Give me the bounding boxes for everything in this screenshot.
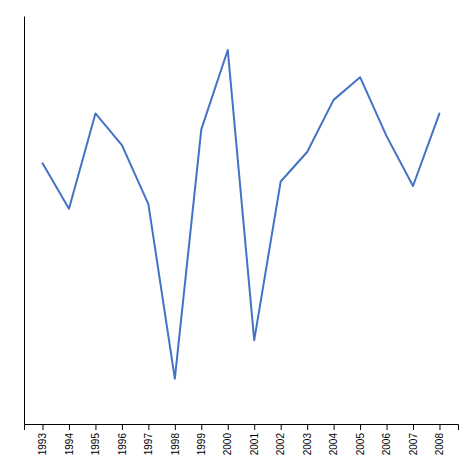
x-tick-mark xyxy=(254,424,255,430)
x-axis: 1993 1994 1995 1996 1997 1998 1999 2000 2001 2002… xyxy=(25,424,459,455)
x-tick-mark xyxy=(334,424,335,430)
x-tick: 2006 xyxy=(381,424,392,455)
x-tick: 1994 xyxy=(64,424,75,455)
x-tick-label: 1998 xyxy=(170,433,181,456)
x-tick: 2005 xyxy=(355,424,366,455)
x-tick-mark xyxy=(175,424,176,430)
marks xyxy=(43,50,440,379)
x-tick-mark xyxy=(439,424,440,430)
x-tick-mark xyxy=(307,424,308,430)
x-tick: 2000 xyxy=(222,424,233,455)
x-tick: 1996 xyxy=(117,424,128,455)
x-tick: 2004 xyxy=(328,424,339,455)
x-tick-label: 2008 xyxy=(434,433,445,456)
x-tick: 2008 xyxy=(434,424,445,455)
x-tick: 1995 xyxy=(90,424,101,455)
x-tick-mark xyxy=(360,424,361,430)
x-tick-mark xyxy=(228,424,229,430)
x-tick-mark xyxy=(387,424,388,430)
x-tick-label: 1995 xyxy=(90,433,101,456)
x-tick-label: 2001 xyxy=(249,433,260,456)
x-tick-mark xyxy=(148,424,149,430)
x-tick-label: 2004 xyxy=(328,433,339,456)
x-tick: 1993 xyxy=(37,424,48,455)
x-tick-label: 2002 xyxy=(275,433,286,456)
y-axis-line xyxy=(24,17,25,425)
x-tick-label: 1997 xyxy=(143,433,154,456)
x-tick-mark xyxy=(122,424,123,430)
x-tick: 2007 xyxy=(408,424,419,455)
x-tick: 1999 xyxy=(196,424,207,455)
x-tick-mark xyxy=(43,424,44,430)
x-tick-label: 2006 xyxy=(381,433,392,456)
x-tick-mark xyxy=(95,424,96,430)
x-tick-mark xyxy=(201,424,202,430)
x-tick: 2003 xyxy=(302,424,313,455)
x-tick-mark xyxy=(281,424,282,430)
x-tick-label: 1993 xyxy=(37,433,48,456)
x-tick-label: 1996 xyxy=(117,433,128,456)
x-tick-label: 2000 xyxy=(222,433,233,456)
x-tick-mark xyxy=(69,424,70,430)
x-tick-label: 2005 xyxy=(355,433,366,456)
x-tick: 1997 xyxy=(143,424,154,455)
x-tick-label: 1994 xyxy=(64,433,75,456)
plot: 1993 1994 1995 1996 1997 1998 1999 2000 2001 2002… xyxy=(25,17,459,456)
x-axis-line xyxy=(25,425,459,431)
x-tick-label: 1999 xyxy=(196,433,207,456)
x-tick-label: 2007 xyxy=(408,433,419,456)
chart: 1993 1994 1995 1996 1997 1998 1999 2000 2001 2002… xyxy=(0,0,474,474)
x-tick: 1998 xyxy=(170,424,181,455)
line xyxy=(43,50,440,379)
x-tick: 2001 xyxy=(249,424,260,455)
x-tick: 2002 xyxy=(275,424,286,455)
y-axis xyxy=(24,17,25,425)
x-tick-mark xyxy=(413,424,414,430)
x-tick-label: 2003 xyxy=(302,433,313,456)
